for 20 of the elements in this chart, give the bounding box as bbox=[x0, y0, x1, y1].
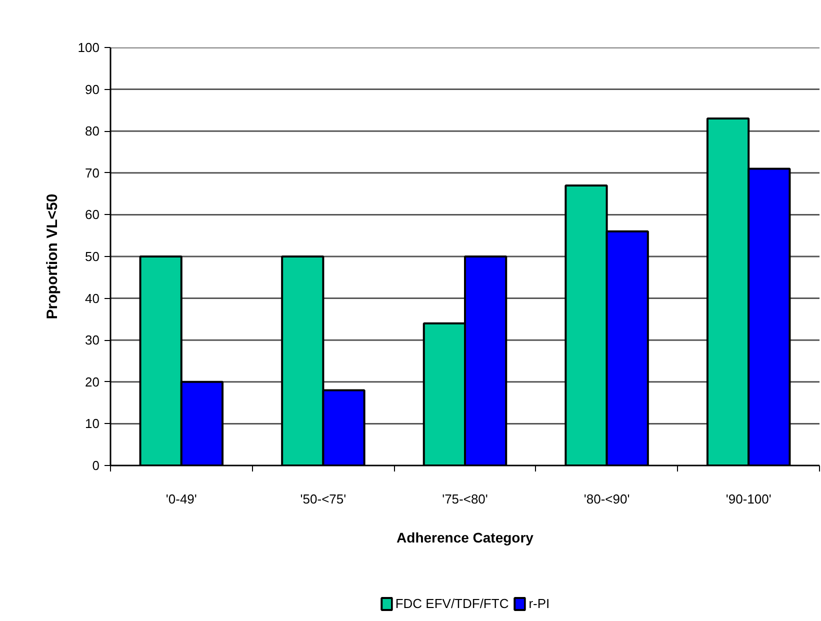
legend-label: FDC EFV/TDF/FTC bbox=[395, 596, 509, 611]
y-tick-label: 30 bbox=[85, 332, 100, 348]
y-tick-label: 10 bbox=[85, 416, 100, 432]
x-tick-label: '50-<75' bbox=[300, 492, 346, 506]
x-axis-title: Adherence Category bbox=[396, 530, 534, 546]
legend-label: r-PI bbox=[528, 596, 550, 611]
x-tick-label: '90-100' bbox=[726, 492, 772, 506]
y-axis-title: Proportion VL<50 bbox=[44, 194, 61, 320]
y-tick-label: 20 bbox=[85, 374, 100, 390]
y-tick-label: 0 bbox=[92, 458, 100, 473]
y-tick-label: 80 bbox=[85, 124, 100, 139]
x-tick-label: '0-49' bbox=[166, 492, 197, 506]
y-tick-label: 100 bbox=[78, 40, 100, 55]
y-tick-label: 50 bbox=[85, 249, 100, 264]
y-tick-label: 90 bbox=[85, 82, 100, 97]
x-tick-label: '80-<90' bbox=[584, 492, 630, 506]
y-tick-label: 60 bbox=[85, 207, 100, 222]
y-tick-label: 40 bbox=[85, 290, 100, 306]
y-tick-label: 70 bbox=[85, 165, 100, 180]
x-tick-label: '75-<80' bbox=[442, 492, 488, 506]
